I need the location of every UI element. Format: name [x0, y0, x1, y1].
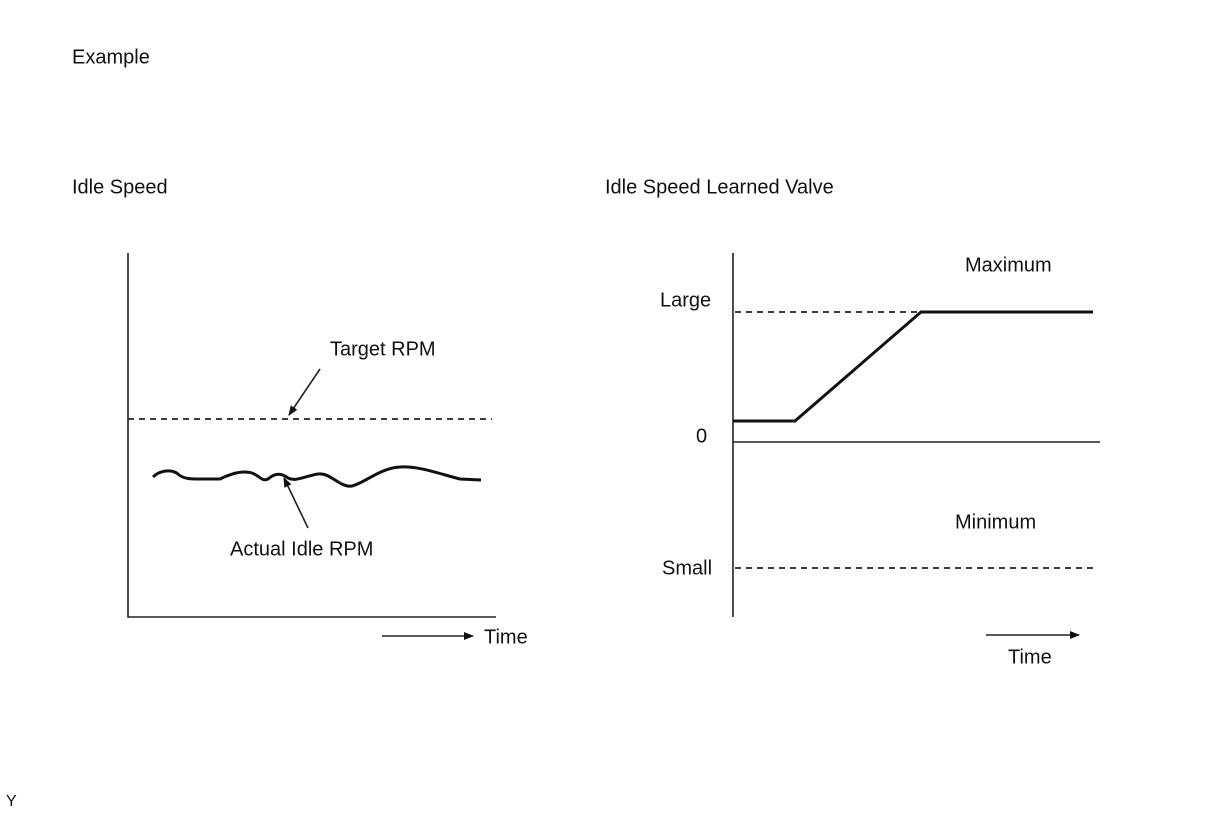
actual-label: Actual Idle RPM — [230, 538, 373, 560]
time-label: Time — [1008, 646, 1052, 668]
page-title: Example — [72, 46, 150, 68]
left-axes — [127, 253, 496, 618]
right-title: Idle Speed Learned Valve — [605, 176, 834, 198]
actual-arrow — [283, 477, 309, 529]
target-arrow — [288, 368, 321, 416]
maximum-label: Maximum — [965, 254, 1052, 276]
learned-value-line — [733, 310, 1093, 423]
target-label: Target RPM — [330, 338, 436, 360]
actual-line — [151, 465, 482, 488]
footer-code: Y — [6, 793, 17, 810]
large-label: Large — [660, 289, 711, 311]
left-title: Idle Speed — [72, 176, 168, 198]
zero-label: 0 — [696, 425, 707, 447]
small-label: Small — [662, 557, 712, 579]
minimum-label: Minimum — [955, 511, 1036, 533]
time-label: Time — [484, 626, 528, 648]
